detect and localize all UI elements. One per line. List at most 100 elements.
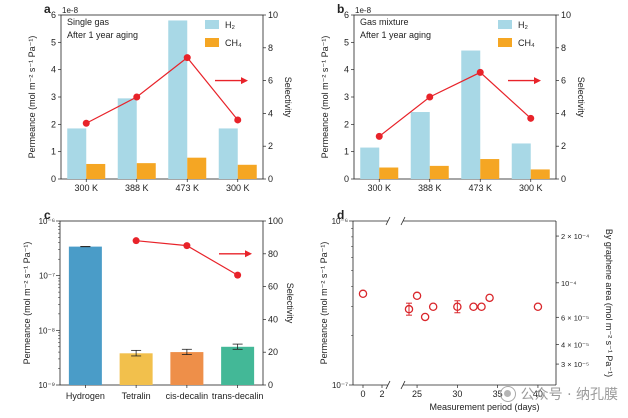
selectivity-point [234,271,242,279]
legend-swatch-ch4 [205,38,219,47]
y-tick-label: 3 [344,92,349,102]
y2-tick-label: 2 [268,141,273,151]
selectivity-point [82,119,90,127]
y2-tick-label: 6 [561,76,566,86]
y-exponent-label: 1e-8 [355,6,372,15]
ch4-bar [429,165,449,179]
x-tick-label: 388 K [418,183,442,193]
right-arrow-head-icon [245,250,252,258]
x-tick-label: 300 K [367,183,391,193]
ch4-bar [187,157,207,179]
y2-axis-label: Selectivity [576,77,586,118]
annotation-text: Single gas [67,17,110,27]
y-tick-label: 0 [51,174,56,184]
x-tick-label: Tetralin [122,391,151,401]
y-tick-label: 10⁻⁷ [39,272,55,281]
annotation-text: After 1 year aging [67,30,138,40]
data-point [469,302,478,312]
x-tick-label: 35 [493,389,503,399]
annotation-text: After 1 year aging [360,30,431,40]
y2-tick-label: 80 [268,249,278,259]
legend-label-ch4: CH₄ [518,38,535,48]
y-axis-label: Permeance (mol m⁻² s⁻¹ Pa⁻¹) [27,36,37,159]
data-point [453,302,462,312]
x-tick-label: 2 [379,389,384,399]
axis-break-mark [400,216,406,226]
y2-tick-label: 100 [268,216,283,226]
y2-axis-label: By graphene area (mol m⁻² s⁻¹ Pa⁻¹) [604,229,614,377]
permeance-bar [170,352,204,385]
right-arrow-head-icon [534,77,541,85]
y-tick-label: 0 [344,174,349,184]
watermark: 公众号 · 纳孔膜 [499,384,618,404]
ch4-bar [237,164,257,179]
y-tick-label: 6 [344,10,349,20]
plot-frame [59,220,264,386]
y2-tick-label: 40 [268,314,278,324]
y2-tick-label: 6 × 10⁻⁵ [561,313,589,322]
y-tick-label: 3 [51,92,56,102]
selectivity-point [234,116,242,124]
selectivity-point [527,114,535,122]
y2-tick-label: 8 [561,43,566,53]
ch4-bar [379,167,399,179]
x-tick-label: 30 [452,389,462,399]
data-point [420,312,430,322]
y2-tick-label: 2 × 10⁻⁴ [561,232,589,241]
data-point [533,302,543,312]
x-tick-label: 300 K [226,183,250,193]
y-tick-label: 10⁻⁷ [332,381,348,390]
selectivity-point [426,93,434,101]
watermark-text: 公众号 · 纳孔膜 [520,387,618,403]
x-tick-label: 40 [533,389,543,399]
axis-break-mark [385,216,391,226]
h2-bar [511,143,531,179]
y2-axis-label: Selectivity [283,77,293,118]
ch4-bar [480,159,500,179]
y2-tick-label: 10⁻⁴ [561,279,577,288]
legend-swatch-ch4 [498,38,512,47]
axis-break-mark [400,380,406,390]
y-tick-label: 4 [51,65,56,75]
x-tick-label: trans-decalin [212,391,264,401]
legend-swatch-h2 [498,20,512,29]
legend-swatch-h2 [205,20,219,29]
y-tick-label: 10⁻⁸ [39,326,56,335]
axis-break-mark [385,380,391,390]
legend-label-ch4: CH₄ [225,38,242,48]
ch4-bar [136,163,156,179]
x-tick-label: Hydrogen [66,391,105,401]
y-tick-label: 1 [51,147,56,157]
selectivity-line [85,56,239,124]
y-tick-label: 2 [51,119,56,129]
data-point [358,289,368,299]
x-tick-label: 300 K [519,183,543,193]
panel-label-b: b [337,2,344,16]
selectivity-point [476,68,484,76]
y2-tick-label: 8 [268,43,273,53]
y2-tick-label: 10 [268,10,278,20]
selectivity-point [183,54,191,62]
x-tick-label: 0 [360,389,365,399]
ch4-bar [86,163,106,179]
y2-tick-label: 6 [268,76,273,86]
y2-tick-label: 60 [268,282,278,292]
data-point [477,302,486,312]
ch4-bar [530,169,550,179]
y2-tick-label: 20 [268,347,278,357]
y2-axis-label: Selectivity [285,283,295,324]
panel-label-c: c [44,208,51,222]
h2-bar [410,112,430,179]
y-tick-label: 5 [344,37,349,47]
data-point [485,293,494,303]
h2-bar [461,50,481,180]
x-tick-label: 473 K [175,183,199,193]
wechat-logo-icon [499,386,516,402]
h2-bar [218,128,238,179]
panel-label-a: a [44,2,51,16]
permeance-bar [221,346,255,385]
data-point [412,291,422,301]
legend-label-h2: H₂ [225,20,235,30]
panel-label-d: d [337,208,344,222]
